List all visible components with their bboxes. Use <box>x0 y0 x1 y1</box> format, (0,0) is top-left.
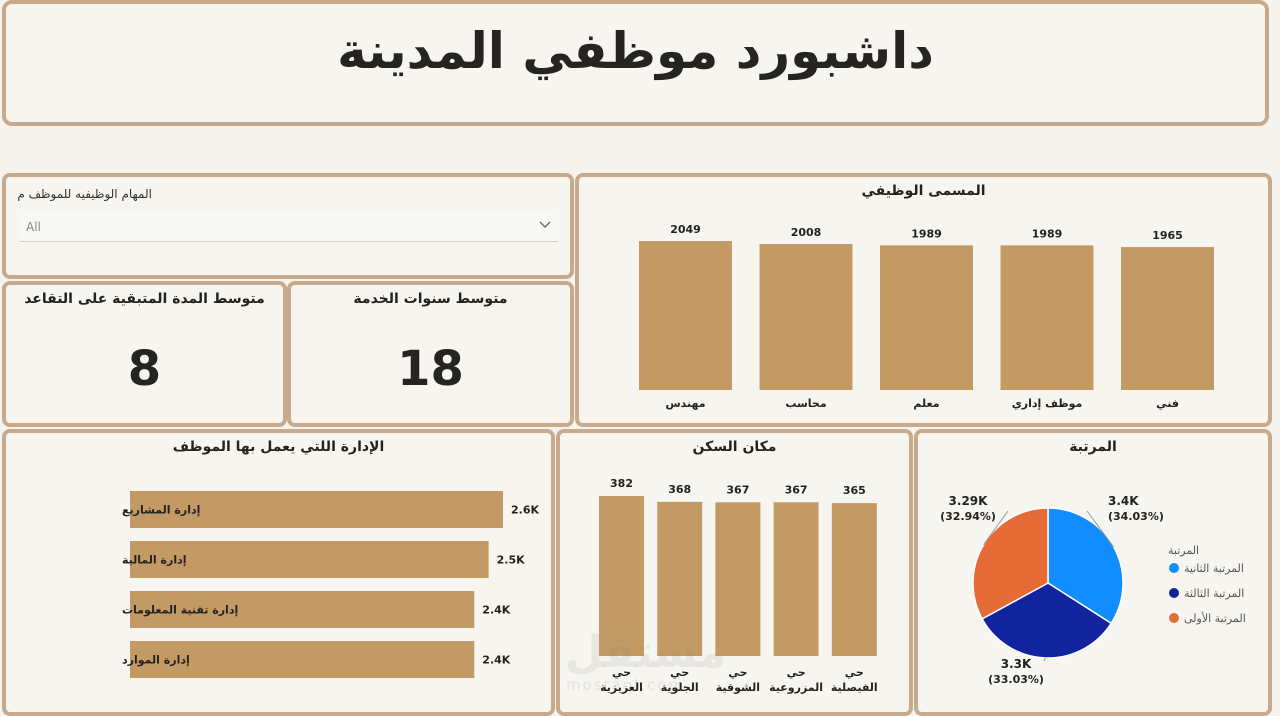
data-label: 3.29K <box>949 494 989 508</box>
bar[interactable] <box>599 496 644 656</box>
x-tick-label: حي <box>728 666 747 679</box>
x-tick-label: المزروعية <box>769 681 823 694</box>
slicer-label: المهام الوظيفيه للموظف م <box>17 187 152 201</box>
leader-line <box>1086 510 1115 548</box>
data-label: 2.6K <box>511 504 539 517</box>
leader-line <box>983 510 1009 545</box>
bar[interactable] <box>715 502 761 656</box>
data-label: 2008 <box>791 226 822 239</box>
chart-title: الإدارة اللتي يعمل بها الموظف <box>172 439 385 455</box>
slicer-value: All <box>26 220 41 234</box>
x-tick-label: موظف إداري <box>1012 397 1083 410</box>
legend-marker <box>1169 563 1179 573</box>
data-label: 1965 <box>1152 229 1183 242</box>
header-panel: داشبورد موظفي المدينة <box>2 0 1269 126</box>
x-tick-label: مهندس <box>665 397 705 410</box>
data-label: 2.5K <box>497 554 525 567</box>
dashboard-title: داشبورد موظفي المدينة <box>337 22 934 80</box>
data-label: 3.3K <box>1001 657 1032 671</box>
bar[interactable] <box>130 641 475 678</box>
x-tick-label: العزيزية <box>600 681 643 694</box>
data-label: 2049 <box>670 223 701 236</box>
chart-title: المرتبة <box>1069 439 1117 455</box>
bar[interactable] <box>130 491 503 528</box>
legend-label: المرتبة الثانية <box>1184 562 1244 575</box>
x-tick-label: فني <box>1156 397 1179 410</box>
kpi-card-retirement: متوسط المدة المتبقية على التقاعد 8 <box>2 281 287 427</box>
chart-title: مكان السكن <box>692 439 777 455</box>
bar[interactable] <box>773 502 819 656</box>
department-chart-panel: الإدارة اللتي يعمل بها الموظف 2.6K إدارة … <box>2 429 555 716</box>
kpi-value: 18 <box>397 341 464 397</box>
x-tick-label: الجلوية <box>661 681 699 694</box>
job-title-chart-panel: المسمى الوظيفي 2049 مهندس 2008 محاسب 1989 معل… <box>575 173 1272 427</box>
y-tick-label: إدارة تقنية المعلومات <box>122 604 238 617</box>
bar[interactable] <box>1000 245 1094 390</box>
bar[interactable] <box>130 541 489 578</box>
slicer-dropdown[interactable]: All <box>20 213 558 242</box>
department-chart: 2.6K إدارة المشاريع 2.5K إدارة المالية 2.4K إ… <box>122 491 539 678</box>
bar[interactable] <box>639 241 732 390</box>
job-title-chart: 2049 مهندس 2008 محاسب 1989 معلم 1989 موظف إداري… <box>639 223 1214 410</box>
bar[interactable] <box>831 503 877 656</box>
bar[interactable] <box>1121 247 1214 390</box>
rank-pie-chart: 3.4K (34.03%) 3.3K (33.03%) 3.29K (32.94%) الم… <box>940 494 1246 686</box>
kpi-value: 8 <box>127 341 162 397</box>
data-label: 382 <box>610 477 633 490</box>
data-label: 1989 <box>1032 227 1063 240</box>
kpi-card-service: متوسط سنوات الخدمة 18 <box>287 281 574 427</box>
watermark-logo: مستقل <box>565 627 726 678</box>
data-label: 1989 <box>911 227 942 240</box>
kpi-title: متوسط سنوات الخدمة <box>353 291 508 307</box>
y-tick-label: إدارة المشاريع <box>122 504 200 517</box>
y-tick-label: إدارة المالية <box>122 554 187 567</box>
x-tick-label: محاسب <box>785 397 826 410</box>
legend-title: المرتبة <box>1168 544 1199 557</box>
legend-label: المرتبة الأولى <box>1184 611 1246 625</box>
x-tick-label: معلم <box>913 397 939 410</box>
legend-label: المرتبة الثالثة <box>1184 587 1244 600</box>
y-tick-label: إدارة الموارد <box>122 654 190 667</box>
housing-chart: 382 حي العزيزية 368 حي الجلوية 367 حي الشوقية 367… <box>599 477 878 694</box>
kpi-title: متوسط المدة المتبقية على التقاعد <box>24 291 265 307</box>
x-tick-label: الشوقية <box>716 681 760 694</box>
data-label-percent: (34.03%) <box>1108 510 1164 523</box>
x-tick-label: حي <box>845 666 864 679</box>
x-tick-label: الفيصلية <box>831 681 878 694</box>
data-label: 2.4K <box>482 654 510 667</box>
bar[interactable] <box>880 245 973 390</box>
data-label: 3.4K <box>1108 494 1139 508</box>
x-tick-label: حي <box>612 666 631 679</box>
legend-marker <box>1169 588 1179 598</box>
leader-line <box>1043 657 1046 662</box>
data-label: 367 <box>785 483 808 496</box>
watermark-url: mostaql.com <box>566 676 686 694</box>
chart-title: المسمى الوظيفي <box>861 183 986 199</box>
data-label: 367 <box>726 483 749 496</box>
bar[interactable] <box>657 501 703 656</box>
job-tasks-slicer: المهام الوظيفيه للموظف م All <box>2 173 574 279</box>
x-tick-label: حي <box>670 666 689 679</box>
x-tick-label: حي <box>787 666 806 679</box>
bar[interactable] <box>759 243 853 390</box>
rank-chart-panel: المرتبة 3.4K (34.03%) 3.3K (33.03%) 3.29K (32… <box>914 429 1272 716</box>
legend-marker <box>1169 613 1179 623</box>
data-label: 365 <box>843 484 866 497</box>
chevron-down-icon <box>539 221 551 228</box>
data-label: 368 <box>668 483 691 496</box>
data-label-percent: (33.03%) <box>988 673 1044 686</box>
data-label-percent: (32.94%) <box>940 510 996 523</box>
bar[interactable] <box>130 591 475 628</box>
housing-chart-panel: مكان السكن 382 حي العزيزية 368 حي الجلوية 367 ح… <box>556 429 913 716</box>
data-label: 2.4K <box>482 604 510 617</box>
